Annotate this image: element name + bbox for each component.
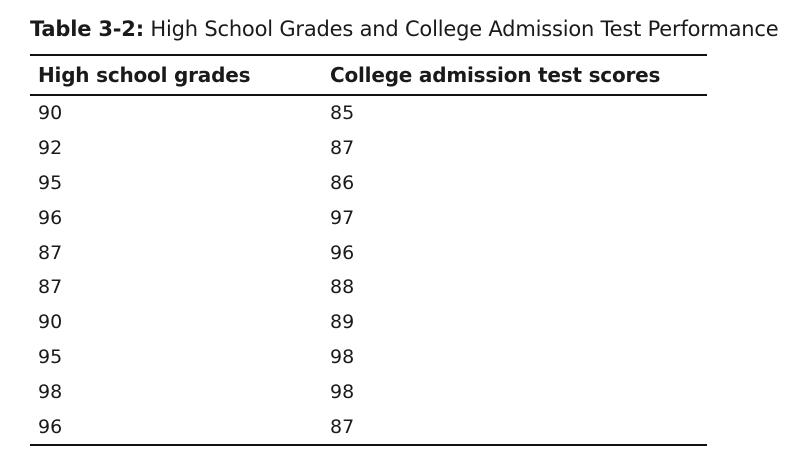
grade-cell: 98	[38, 380, 63, 403]
score-cell: 88	[330, 276, 355, 299]
table-label: Table 3-2:	[30, 17, 144, 41]
table-body: 90 85 92 87 95 86 96 97 87 96 87 88	[30, 95, 707, 445]
column-header-test-scores: College admission test scores	[330, 63, 661, 87]
grade-cell: 95	[38, 171, 63, 194]
score-cell: 85	[330, 102, 355, 125]
table-title: High School Grades and College Admission…	[150, 17, 779, 41]
table-caption: Table 3-2: High School Grades and Colleg…	[30, 14, 779, 44]
table-row: 96 87	[30, 409, 707, 445]
header-row: High school grades College admission tes…	[30, 55, 707, 95]
score-cell: 89	[330, 311, 355, 334]
column-header-grades: High school grades	[38, 63, 251, 87]
table-row: 96 97	[30, 200, 707, 235]
table-header: High school grades College admission tes…	[30, 55, 707, 95]
table-row: 95 86	[30, 166, 707, 201]
score-cell: 97	[330, 206, 355, 229]
score-cell: 86	[330, 171, 355, 194]
table-row: 87 96	[30, 235, 707, 270]
score-cell: 98	[330, 380, 355, 403]
table-row: 87 88	[30, 270, 707, 305]
score-cell: 87	[330, 415, 355, 438]
score-cell: 87	[330, 137, 355, 160]
data-table: High school grades College admission tes…	[30, 54, 707, 446]
grade-cell: 87	[38, 276, 63, 299]
grade-cell: 96	[38, 206, 63, 229]
grade-cell: 90	[38, 311, 63, 334]
grade-cell: 95	[38, 345, 63, 368]
table-row: 90 85	[30, 95, 707, 131]
table-row: 92 87	[30, 131, 707, 166]
grade-cell: 90	[38, 102, 63, 125]
table-row: 95 98	[30, 340, 707, 375]
table-row: 90 89	[30, 305, 707, 340]
score-cell: 98	[330, 345, 355, 368]
table-container: Table 3-2: High School Grades and Colleg…	[30, 14, 779, 446]
score-cell: 96	[330, 241, 355, 264]
grade-cell: 87	[38, 241, 63, 264]
grade-cell: 92	[38, 137, 63, 160]
table-row: 98 98	[30, 374, 707, 409]
grade-cell: 96	[38, 415, 63, 438]
